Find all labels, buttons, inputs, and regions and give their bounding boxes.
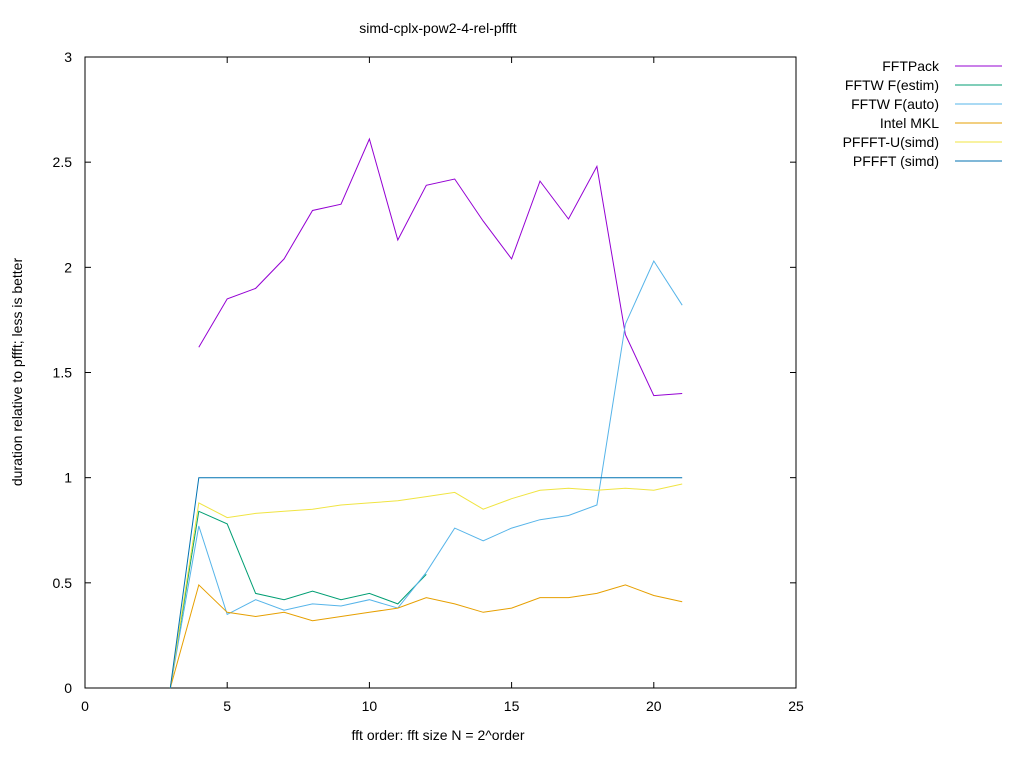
series-line-pffft-u-simd xyxy=(169,483,683,689)
legend-label-pffft-simd: PFFFT (simd) xyxy=(853,153,939,169)
axis-ticks: 0 5 10 15 20 25 0 0.5 1 1.5 2 2.5 3 xyxy=(53,49,804,714)
chart-title: simd-cplx-pow2-4-rel-pffft xyxy=(359,20,517,36)
series-layer xyxy=(169,137,683,689)
legend-label-pffft-u-simd: PFFFT-U(simd) xyxy=(843,134,939,150)
y-axis-label: duration relative to pffft; less is bett… xyxy=(9,258,25,487)
series-line-fftpack xyxy=(198,137,683,397)
y-tick-label: 1.5 xyxy=(53,365,73,381)
y-tick-label: 0 xyxy=(64,680,72,696)
y-tick-label: 2.5 xyxy=(53,154,73,170)
legend-label-intel-mkl: Intel MKL xyxy=(880,115,939,131)
x-tick-label: 10 xyxy=(362,698,378,714)
legend-label-fftw-f-auto: FFTW F(auto) xyxy=(851,96,939,112)
series-line-fftw-f-estim xyxy=(169,510,427,689)
y-tick-label: 2 xyxy=(64,259,72,275)
y-tick-label: 1 xyxy=(64,470,72,486)
series-line-fftw-f-auto xyxy=(169,259,683,689)
y-tick-label: 0.5 xyxy=(53,575,73,591)
plot-frame xyxy=(84,56,797,689)
x-tick-label: 0 xyxy=(81,698,89,714)
x-tick-label: 20 xyxy=(646,698,662,714)
series-line-intel-mkl xyxy=(169,583,683,689)
x-axis-label: fft order: fft size N = 2^order xyxy=(352,727,525,743)
x-tick-label: 5 xyxy=(223,698,231,714)
x-tick-label: 15 xyxy=(504,698,520,714)
x-tick-label: 25 xyxy=(788,698,804,714)
legend-label-fftw-f-estim: FFTW F(estim) xyxy=(845,77,939,93)
series-line-pffft-simd xyxy=(169,477,683,689)
legend: FFTPack FFTW F(estim) FFTW F(auto) Intel MK… xyxy=(843,58,1002,169)
legend-label-fftpack: FFTPack xyxy=(882,58,940,74)
y-tick-label: 3 xyxy=(64,49,72,65)
